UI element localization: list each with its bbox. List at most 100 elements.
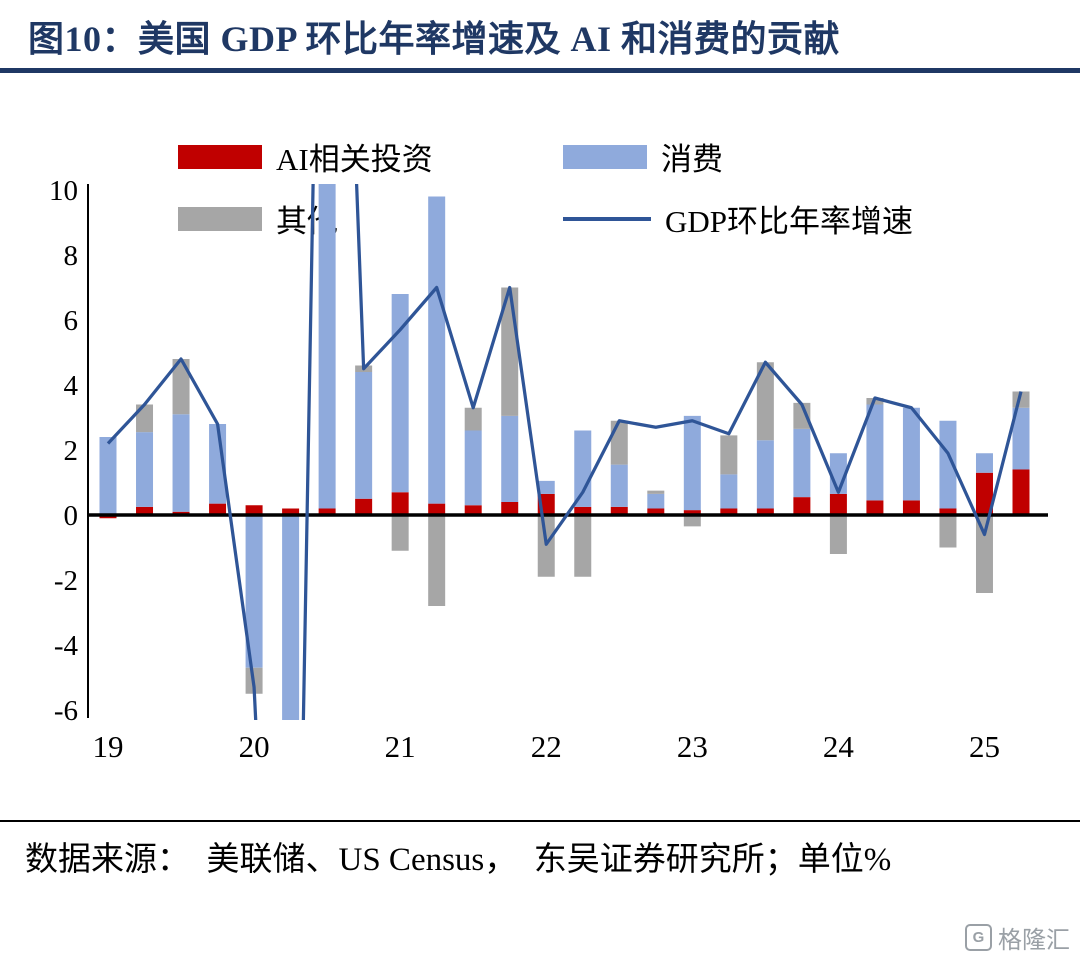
bar-segment [245, 505, 263, 515]
bar-segment [610, 420, 628, 465]
title-underline [0, 68, 1080, 73]
bar-segment [756, 362, 774, 441]
bar-segment [683, 515, 701, 527]
x-tick-label: 21 [385, 729, 416, 764]
bar-segment [647, 508, 665, 515]
bar-segment [720, 435, 738, 475]
x-tick-label: 20 [239, 729, 270, 764]
bar-segment [428, 515, 446, 606]
consumption-swatch-icon [563, 144, 647, 169]
bar-segment [282, 508, 300, 515]
bar-segment [209, 503, 227, 515]
bar-segment [355, 498, 373, 515]
bar-segment [464, 430, 482, 506]
legend-item-ai-investment: AI相关投资 [178, 134, 433, 179]
data-source-note: 数据来源： 美联储、US Census， 东吴证券研究所；单位% [25, 842, 892, 878]
y-tick-label: 2 [64, 435, 79, 467]
y-tick-label: 4 [64, 370, 79, 402]
bar-segment [756, 508, 774, 515]
legend-item-consumption: 消费 [563, 134, 723, 179]
bar-segment [355, 372, 373, 499]
bar-segment [537, 515, 555, 577]
bar-segment [391, 492, 409, 515]
bar-segment [574, 515, 592, 577]
bar-segment [647, 493, 665, 509]
bar-segment [793, 402, 811, 429]
bar-segment [975, 515, 993, 593]
y-tick-label: -4 [54, 630, 79, 662]
gdp-line [106, 184, 1023, 720]
x-tick-label: 22 [531, 729, 562, 764]
bar-segment [574, 506, 592, 515]
bar-segment [391, 294, 409, 493]
footer-divider [0, 820, 1080, 822]
bar-segment [501, 415, 519, 502]
bar-segment [720, 508, 738, 515]
bar-segment [172, 414, 190, 512]
bar-segment [939, 508, 957, 515]
x-tick-label: 23 [677, 729, 708, 764]
bar-segment [391, 515, 409, 551]
gelonghui-logo-icon: G [965, 924, 992, 951]
bar-segment [902, 500, 920, 515]
bar-segment [829, 493, 847, 515]
bar-segment [464, 407, 482, 431]
bar-segment [902, 407, 920, 501]
bar-segment [318, 508, 336, 515]
bar-segment [866, 500, 884, 515]
gdp-line-layer [106, 184, 1023, 720]
bar-segment [574, 430, 592, 507]
bar-segment [939, 515, 957, 548]
bar-segment [136, 432, 154, 507]
bar-segment [245, 515, 263, 668]
y-tick-label: 8 [64, 240, 79, 272]
bar-segment [501, 502, 519, 515]
legend-label: GDP环比年率增速 [665, 204, 914, 239]
bar-segment [1012, 407, 1030, 470]
bar-segment [318, 184, 336, 509]
page-title: 图10：美国 GDP 环比年率增速及 AI 和消费的贡献 [28, 19, 841, 59]
bar-segment [939, 420, 957, 509]
gelonghui-logo: G 格隆汇 [965, 920, 1070, 955]
y-tick-label: 10 [49, 175, 78, 207]
bar-segment [99, 437, 117, 515]
bar-segment [793, 497, 811, 515]
bar-segment [975, 472, 993, 515]
bar-segment [866, 404, 884, 501]
legend-label: 消费 [661, 142, 723, 177]
y-tick-label: -2 [54, 565, 78, 597]
other-swatch-icon [178, 206, 262, 231]
legend-label: AI相关投资 [276, 142, 433, 177]
bar-segment [282, 515, 300, 720]
bar-segment [172, 359, 190, 415]
legend-item-gdp-line: GDP环比年率增速 [563, 196, 913, 241]
y-tick-label: -6 [54, 695, 78, 727]
bar-segment [829, 515, 847, 554]
bar-segment [720, 474, 738, 509]
y-tick-label: 0 [64, 500, 79, 532]
bars-layer [99, 184, 1030, 720]
gelonghui-logo-text: 格隆汇 [998, 927, 1070, 954]
bar-segment [610, 506, 628, 515]
bar-segment [647, 490, 665, 494]
gdp-line-sample-icon [563, 216, 651, 221]
bar-segment [136, 506, 154, 515]
bar-segment [428, 503, 446, 515]
bar-segment [428, 196, 446, 504]
bar-segment [683, 415, 701, 511]
bar-segment [975, 453, 993, 473]
x-tick-label: 25 [969, 729, 1000, 764]
x-tick-label: 19 [93, 729, 124, 764]
bar-segment [793, 428, 811, 498]
bar-segment [1012, 469, 1030, 515]
ai-investment-swatch-icon [178, 144, 262, 169]
bar-segment [537, 480, 555, 494]
bar-segment [683, 510, 701, 515]
bar-segment [464, 505, 482, 515]
bar-segment [610, 464, 628, 507]
bar-segment [756, 440, 774, 509]
x-tick-label: 24 [823, 729, 855, 764]
y-tick-label: 6 [64, 305, 79, 337]
